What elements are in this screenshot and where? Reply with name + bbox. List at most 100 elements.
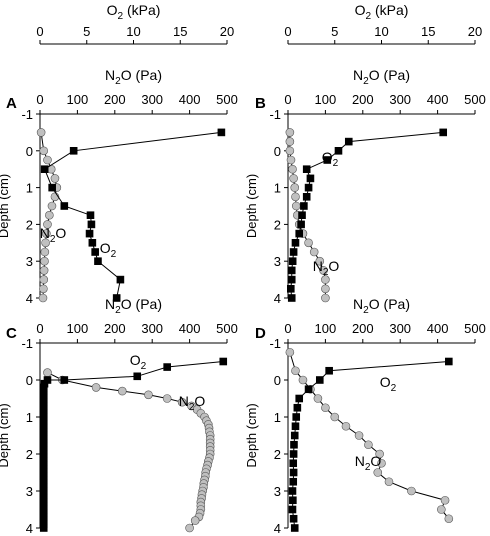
n2o-tick-label: 100 xyxy=(315,321,337,336)
data-point-circle xyxy=(321,275,330,284)
data-point-square xyxy=(289,459,298,468)
n2o-axis-title: N2O (Pa) xyxy=(105,67,162,87)
series-o2 xyxy=(39,357,228,532)
y-tick-label: 2 xyxy=(26,217,33,232)
y-tick-label: 4 xyxy=(274,521,281,536)
label-subscript: 2 xyxy=(365,462,371,473)
annotation-o2: O2 xyxy=(380,374,397,394)
n2o-tick-label: 100 xyxy=(315,92,337,107)
label-text: O (Pa) xyxy=(369,296,410,312)
data-point-circle xyxy=(330,412,340,422)
data-point-square xyxy=(112,294,121,302)
y-tick-label: -1 xyxy=(269,336,281,351)
data-point-square xyxy=(323,156,332,164)
n2o-tick-label: 0 xyxy=(284,321,291,336)
label-text: O xyxy=(380,374,391,390)
data-point-circle xyxy=(407,486,416,496)
label-subscript: 2 xyxy=(115,305,121,316)
data-point-square xyxy=(287,294,296,302)
series-n2o xyxy=(36,128,62,303)
n2o-tick-label: 500 xyxy=(464,92,486,107)
data-point-circle xyxy=(185,523,194,533)
data-point-circle xyxy=(298,375,308,385)
n2o-tick-label: 500 xyxy=(216,92,238,107)
data-point-square xyxy=(445,357,453,366)
annotation-n2o: N2O xyxy=(355,453,382,473)
data-point-circle xyxy=(291,201,301,211)
data-point-square xyxy=(302,165,311,173)
data-point-circle xyxy=(117,386,127,396)
data-point-circle xyxy=(437,505,446,514)
data-point-square xyxy=(439,128,448,137)
data-point-square xyxy=(133,372,142,381)
label-subscript: 2 xyxy=(115,76,121,87)
data-point-square xyxy=(40,165,49,173)
label-text: O (Pa) xyxy=(369,67,410,83)
o2-tick-label: 0 xyxy=(284,24,291,39)
label-text: O xyxy=(355,2,366,18)
y-tick-label: -1 xyxy=(21,336,33,351)
label-text: N xyxy=(353,67,363,83)
data-point-square xyxy=(69,147,78,155)
data-point-square xyxy=(91,248,99,256)
data-point-circle xyxy=(304,238,313,248)
label-text: N xyxy=(105,296,115,312)
series-line-o2 xyxy=(43,361,224,528)
data-point-circle xyxy=(162,394,172,403)
data-point-circle xyxy=(285,128,295,137)
data-point-circle xyxy=(43,220,52,229)
label-text: O xyxy=(107,2,118,18)
y-tick-label: 3 xyxy=(274,254,281,269)
data-point-circle xyxy=(91,383,101,392)
n2o-tick-label: 0 xyxy=(36,92,43,107)
data-point-circle xyxy=(313,394,323,403)
data-point-circle xyxy=(364,440,373,450)
panel-label: A xyxy=(6,95,17,112)
data-point-square xyxy=(163,363,171,371)
n2o-tick-label: 0 xyxy=(36,321,43,336)
n2o-tick-label: 100 xyxy=(67,321,89,336)
annotation-o2: O2 xyxy=(100,240,117,260)
label-subscript: 2 xyxy=(363,305,369,316)
data-point-square xyxy=(48,183,56,192)
y-tick-label: 3 xyxy=(274,484,281,499)
data-point-square xyxy=(39,524,48,532)
data-point-square xyxy=(344,137,353,146)
label-text: (kPa) xyxy=(371,2,408,18)
label-subscript: 2 xyxy=(117,11,123,22)
data-point-square xyxy=(304,183,313,192)
y-tick-label: 3 xyxy=(26,254,33,269)
label-text: O xyxy=(55,225,66,241)
data-point-circle xyxy=(291,192,300,202)
data-point-circle xyxy=(354,431,364,440)
data-point-square xyxy=(289,248,298,256)
data-point-circle xyxy=(43,155,52,165)
data-point-circle xyxy=(321,284,330,294)
data-point-circle xyxy=(341,421,351,431)
series-n2o xyxy=(285,347,454,524)
series-o2 xyxy=(288,357,453,532)
data-point-square xyxy=(289,477,298,486)
n2o-tick-label: 400 xyxy=(179,92,201,107)
n2o-axis-title: N2O (Pa) xyxy=(105,296,162,316)
o2-tick-label: 20 xyxy=(220,24,234,39)
data-point-square xyxy=(304,385,313,394)
data-point-circle xyxy=(288,164,297,174)
label-text: N xyxy=(40,225,50,241)
y-tick-label: 4 xyxy=(26,291,33,306)
data-point-square xyxy=(219,357,228,366)
y-axis-title: Depth (cm) xyxy=(0,174,11,238)
label-text: O xyxy=(322,149,333,165)
data-point-square xyxy=(289,496,297,505)
panel-label: D xyxy=(255,325,266,342)
label-text: O xyxy=(328,258,339,274)
data-point-square xyxy=(302,193,311,201)
label-subscript: 2 xyxy=(323,267,329,278)
n2o-tick-label: 200 xyxy=(104,321,126,336)
data-point-circle xyxy=(377,458,386,468)
data-point-square xyxy=(288,257,297,266)
o2-axis-title: O2 (kPa) xyxy=(355,2,409,22)
data-point-circle xyxy=(321,293,330,303)
